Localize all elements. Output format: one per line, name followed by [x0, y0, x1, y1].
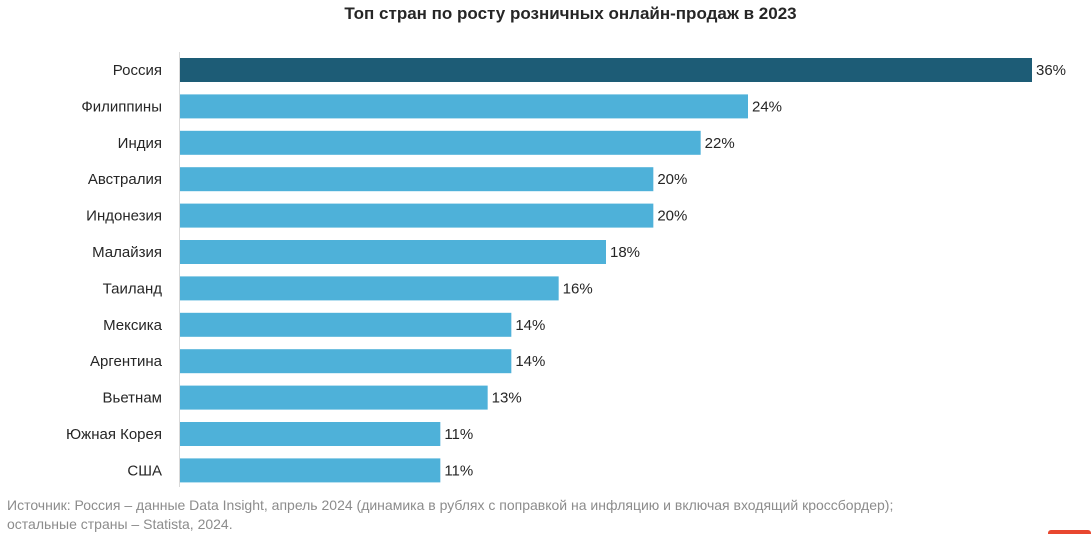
category-label-item-7: Таиланд	[103, 280, 163, 297]
source-note: Источник: Россия – данные Data Insight, …	[7, 496, 1077, 534]
data-label-item-9: 14%	[515, 353, 545, 370]
data-label-item-1: 36%	[1036, 62, 1066, 79]
category-label-item-3: Индия	[118, 135, 162, 152]
category-label-item-5: Индонезия	[86, 208, 162, 225]
data-label-item-6: 18%	[610, 244, 640, 261]
bar-item-3	[180, 130, 701, 155]
category-label-item-1: Россия	[113, 62, 162, 79]
category-label-item-4: Австралия	[88, 171, 162, 188]
bar-item-11	[180, 422, 441, 446]
bar-item-5	[180, 203, 654, 228]
data-label-item-11: 11%	[444, 426, 473, 443]
bar-item-1	[180, 58, 1032, 82]
bar-item-9	[180, 349, 512, 374]
bar-item-10	[180, 385, 488, 410]
data-label-item-2: 24%	[752, 98, 782, 115]
chart-title: Топ стран по росту розничных онлайн-прод…	[344, 4, 797, 23]
data-label-item-10: 13%	[492, 390, 522, 407]
bar-item-12	[180, 458, 441, 483]
category-label-item-12: США	[127, 462, 162, 479]
data-label-item-4: 20%	[657, 171, 687, 188]
category-label-item-6: Малайзия	[92, 244, 162, 261]
bar-item-2	[180, 94, 748, 119]
data-label-item-3: 22%	[705, 135, 735, 152]
bar-item-4	[180, 167, 654, 192]
bar-item-7	[180, 276, 559, 301]
category-label-item-8: Мексика	[103, 317, 163, 334]
data-label-item-8: 14%	[515, 317, 545, 334]
data-label-item-7: 16%	[563, 280, 593, 297]
bar-item-8	[180, 312, 512, 337]
category-label-item-2: Филиппины	[81, 98, 162, 115]
bar-chart: Россия 36% Филиппины 24% Индия 22% Австралия 20…	[66, 52, 1066, 487]
category-label-item-9: Аргентина	[90, 353, 163, 370]
bar-item-6	[180, 240, 606, 264]
source-line-1: Источник: Россия – данные Data Insight, …	[7, 497, 894, 513]
data-label-item-12: 11%	[444, 462, 473, 479]
brand-corner-mark	[1048, 530, 1091, 534]
category-label-item-11: Южная Корея	[66, 426, 162, 443]
source-line-2: остальные страны – Statista, 2024.	[7, 516, 233, 532]
category-label-item-10: Вьетнам	[103, 390, 162, 407]
data-label-item-5: 20%	[657, 208, 687, 225]
